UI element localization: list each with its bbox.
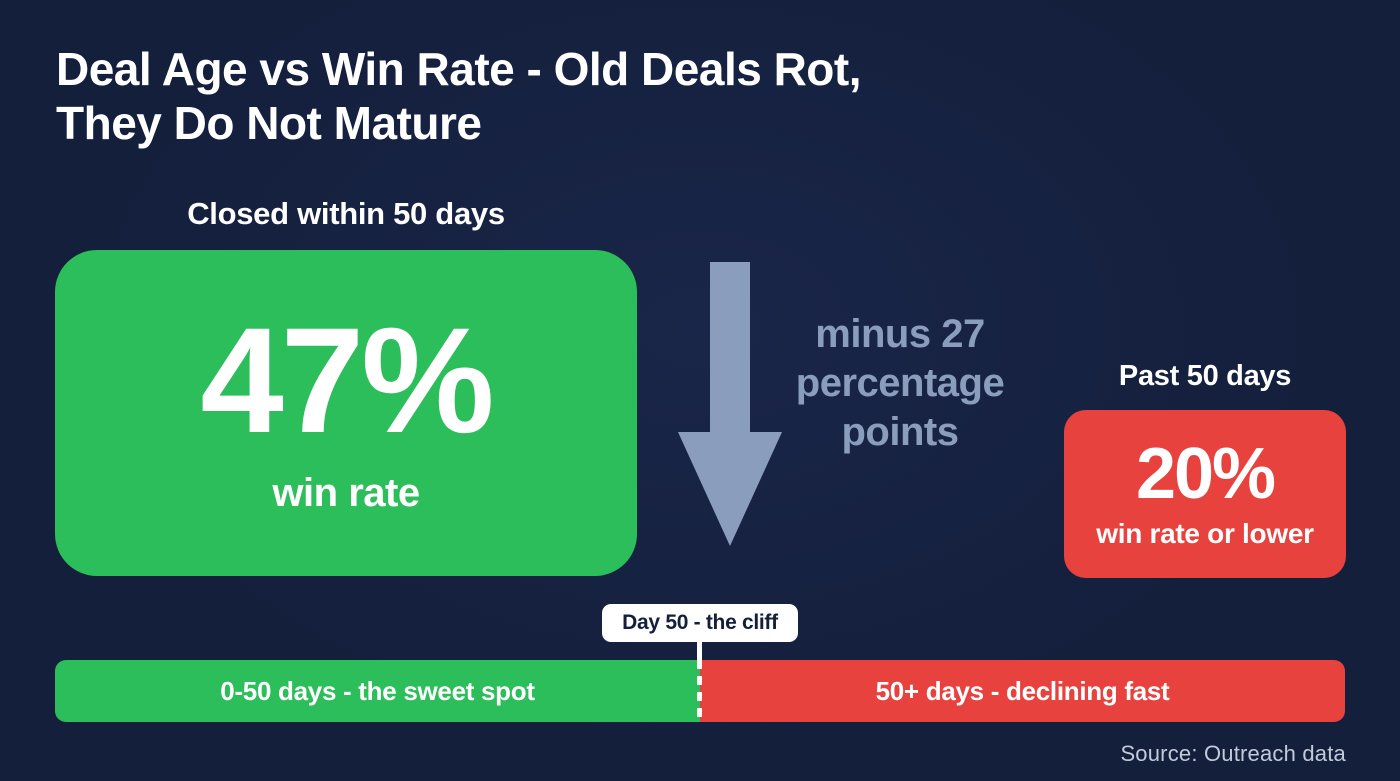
timeline-bar: 0-50 days - the sweet spot 50+ days - de… (55, 660, 1345, 722)
green-stat-card: 47% win rate (55, 250, 637, 576)
delta-caption: minus 27 percentage points (795, 312, 1005, 454)
arrow-down-icon (678, 262, 782, 546)
timeline-callout: Day 50 - the cliff (602, 604, 798, 642)
red-card-label: Past 50 days (1118, 360, 1292, 392)
callout-connector (697, 641, 702, 663)
red-stat-sublabel: win rate or lower (1096, 518, 1314, 549)
green-card-label: Closed within 50 days (187, 196, 505, 231)
red-stat-card: 20% win rate or lower (1064, 410, 1346, 578)
timeline-segment-sweet-spot: 0-50 days - the sweet spot (55, 660, 700, 722)
page-title: Deal Age vs Win Rate - Old Deals Rot, Th… (56, 43, 862, 150)
green-stat-sublabel: win rate (272, 470, 420, 515)
timeline-divider-dashed (697, 660, 702, 722)
timeline-segment-declining: 50+ days - declining fast (700, 660, 1345, 722)
green-stat-value: 47% (200, 295, 494, 464)
source-note: Source: Outreach data (1120, 741, 1346, 766)
red-stat-value: 20% (1135, 434, 1276, 514)
